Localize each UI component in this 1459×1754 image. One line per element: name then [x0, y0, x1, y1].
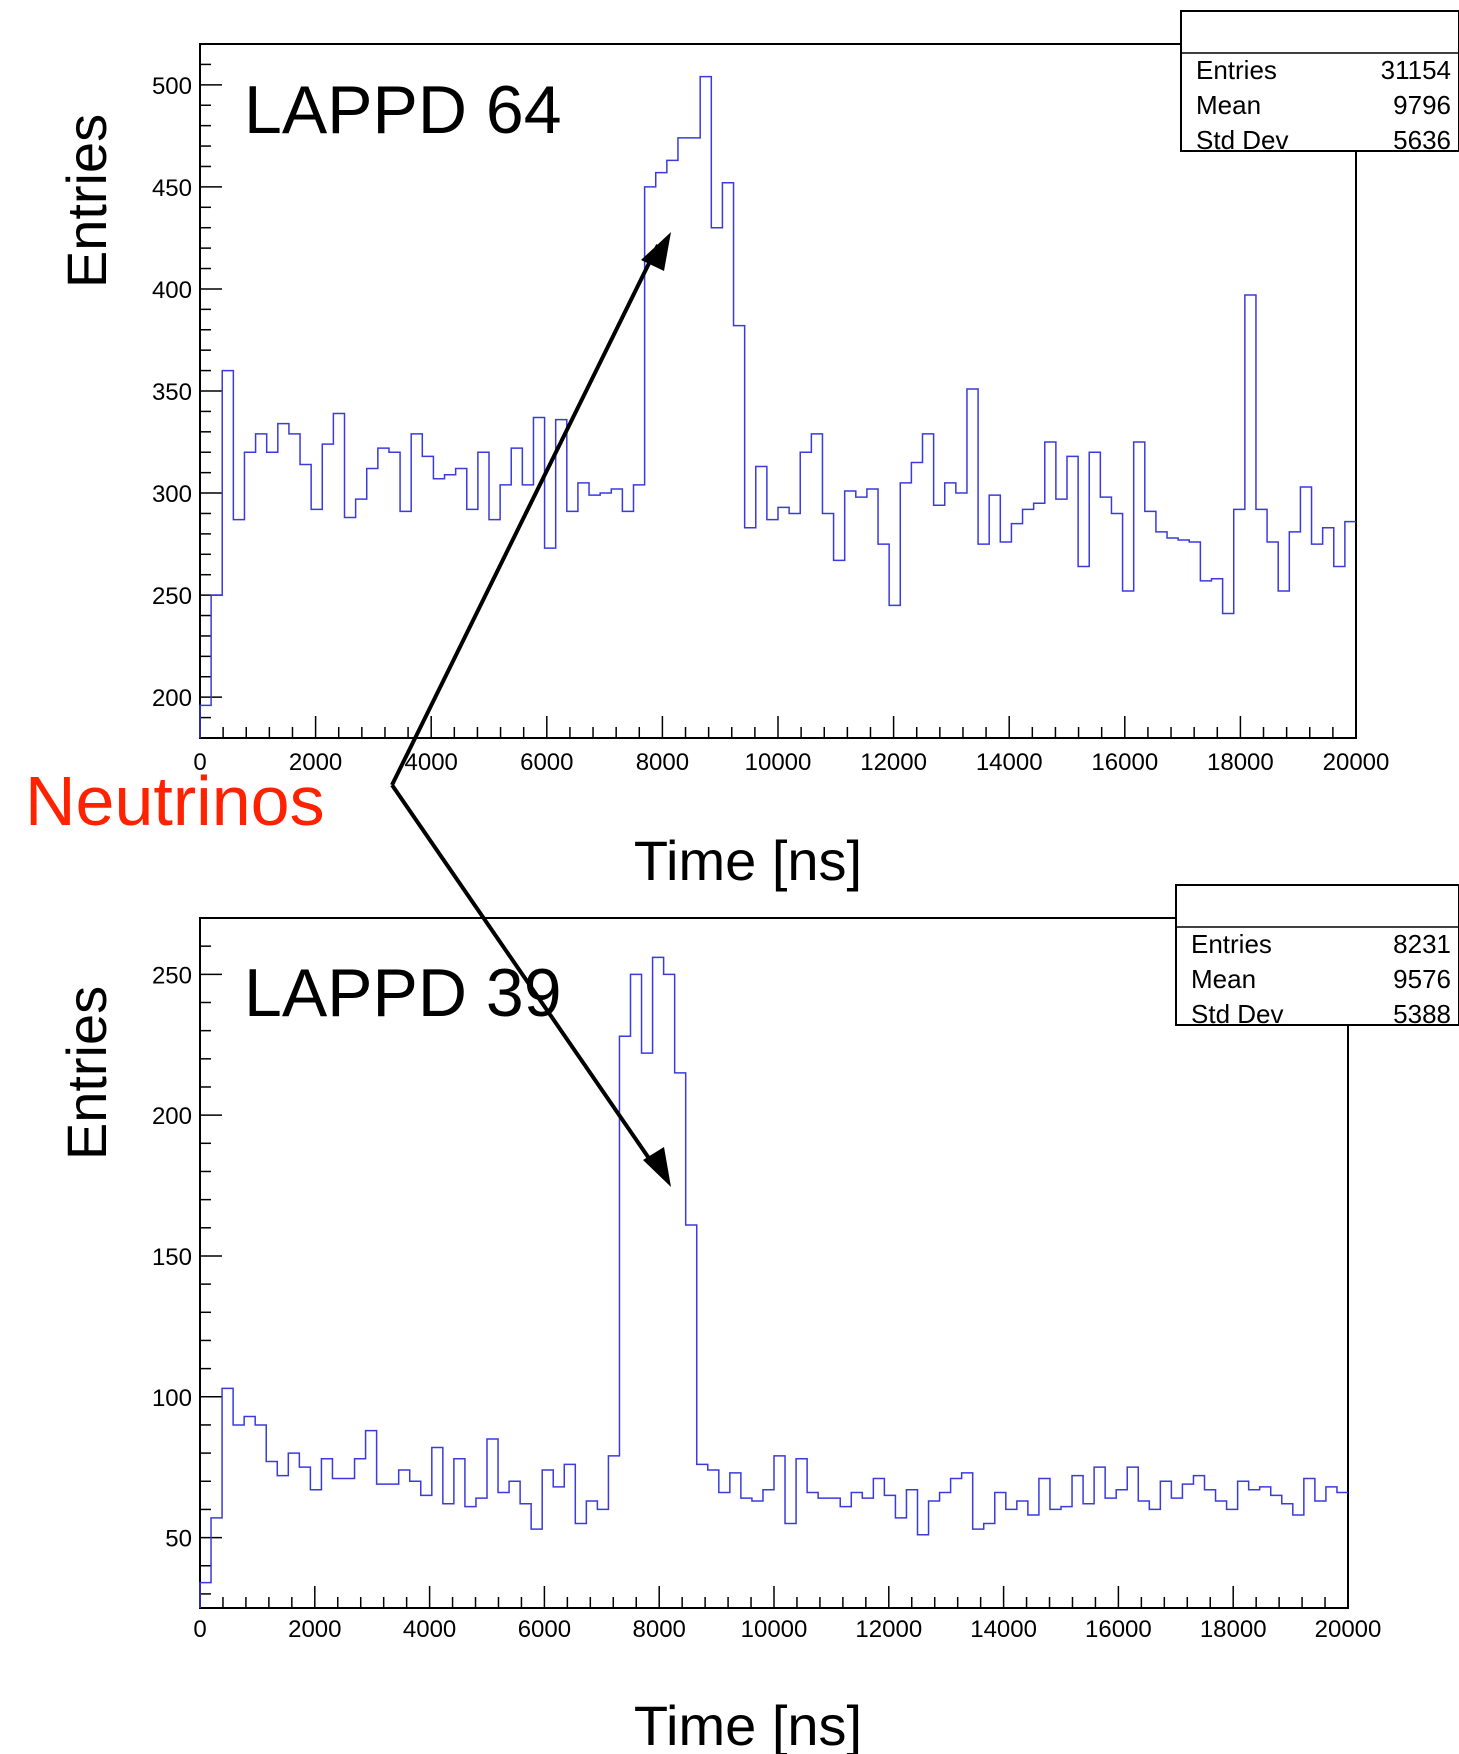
histogram-panel-lappd-39: 50 100 150 200 250 0 2000 4000 6000 8000 10000 120…: [55, 884, 1459, 1754]
y-tick-label: 250: [152, 962, 192, 989]
x-tick-label: 2000: [288, 1616, 341, 1643]
plot-frame: [199, 917, 1349, 1609]
stats-label-entries: Entries: [1196, 55, 1277, 85]
stats-value-std-dev: 5388: [1393, 999, 1451, 1029]
arrow-to-lappd-64-peak: [390, 244, 660, 786]
x-tick-label: 2000: [289, 749, 342, 776]
x-tick-label: 0: [193, 1616, 206, 1643]
stats-value-mean: 9796: [1393, 90, 1451, 120]
y-tick-label: 150: [152, 1244, 192, 1271]
y-axis-ticks: 50 100 150 200 250: [152, 917, 222, 1595]
y-tick-label: 50: [165, 1526, 192, 1553]
stats-label-entries: Entries: [1191, 929, 1272, 959]
x-tick-label: 12000: [855, 1616, 922, 1643]
y-tick-label: 500: [152, 73, 192, 100]
x-tick-label: 18000: [1207, 749, 1274, 776]
x-tick-label: 16000: [1091, 749, 1158, 776]
x-tick-label: 12000: [860, 749, 927, 776]
x-tick-label: 6000: [520, 749, 573, 776]
x-tick-label: 20000: [1315, 1616, 1382, 1643]
arrow-head-up: [641, 232, 671, 271]
x-tick-label: 8000: [636, 749, 689, 776]
x-tick-label: 18000: [1200, 1616, 1267, 1643]
stats-label-mean: Mean: [1191, 964, 1256, 994]
y-tick-label: 450: [152, 175, 192, 202]
histogram-panel-lappd-64: 200 250 300 350 400 450 500 0 2000 4000 6000 8000 1…: [55, 10, 1459, 892]
chart-title: LAPPD 39: [244, 955, 562, 1031]
stats-value-entries: 8231: [1393, 929, 1451, 959]
plot-frame: [199, 43, 1357, 739]
x-tick-label: 10000: [745, 749, 812, 776]
x-axis-label: Time [ns]: [634, 829, 862, 892]
stats-value-std-dev: 5636: [1393, 125, 1451, 155]
x-axis-label: Time [ns]: [634, 1694, 862, 1754]
stats-box: Entries Mean Std Dev 8231 9576 5388: [1175, 884, 1459, 1029]
y-tick-label: 200: [152, 685, 192, 712]
y-tick-label: 100: [152, 1385, 192, 1412]
y-tick-label: 300: [152, 481, 192, 508]
histogram-step-line: [199, 75, 1356, 738]
x-tick-label: 14000: [970, 1616, 1037, 1643]
chart-title: LAPPD 64: [244, 72, 562, 148]
x-tick-label: 20000: [1323, 749, 1390, 776]
y-axis-ticks: 200 250 300 350 400 450 500: [152, 43, 222, 739]
y-axis-label: Entries: [55, 114, 118, 288]
stats-value-mean: 9576: [1393, 964, 1451, 994]
stats-box-frame: [1180, 10, 1459, 152]
histogram-step-line: [199, 956, 1348, 1608]
y-tick-label: 200: [152, 1103, 192, 1130]
stats-label-mean: Mean: [1196, 90, 1261, 120]
y-tick-label: 250: [152, 583, 192, 610]
stats-value-entries: 31154: [1381, 55, 1451, 85]
x-tick-label: 16000: [1085, 1616, 1152, 1643]
neutrinos-annotation: Neutrinos: [25, 762, 325, 840]
y-axis-label: Entries: [55, 986, 118, 1160]
x-tick-label: 4000: [403, 1616, 456, 1643]
x-tick-label: 10000: [741, 1616, 808, 1643]
arrow-to-lappd-39-peak: [390, 783, 659, 1172]
x-tick-label: 0: [193, 749, 206, 776]
y-tick-label: 400: [152, 277, 192, 304]
x-tick-label: 6000: [518, 1616, 571, 1643]
x-axis-ticks: 0 2000 4000 6000 8000 10000 12000 14000 16000 180…: [193, 1586, 1381, 1643]
stats-box: Entries Mean Std Dev 31154 9796 5636: [1180, 10, 1459, 155]
x-tick-label: 14000: [976, 749, 1043, 776]
annotation-arrows: [390, 232, 671, 1187]
stats-label-std-dev: Std Dev: [1191, 999, 1284, 1029]
y-tick-label: 350: [152, 379, 192, 406]
x-tick-label: 4000: [405, 749, 458, 776]
stats-label-std-dev: Std Dev: [1196, 125, 1289, 155]
x-axis-ticks: 0 2000 4000 6000 8000 10000 12000 14000 16000 180…: [193, 716, 1389, 776]
stats-box-frame: [1175, 884, 1459, 1026]
arrow-head-down: [643, 1147, 671, 1187]
x-tick-label: 8000: [633, 1616, 686, 1643]
